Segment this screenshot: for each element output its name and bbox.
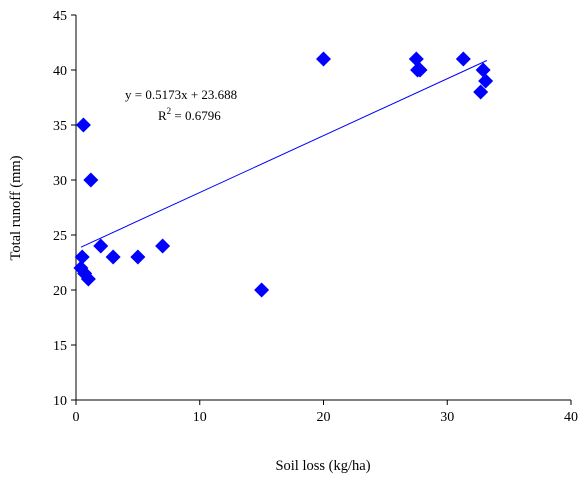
y-tick-label: 45 — [53, 9, 67, 24]
x-tick-label: 30 — [440, 410, 454, 425]
axes — [75, 15, 571, 401]
x-axis-title: Soil loss (kg/ha) — [275, 458, 370, 474]
y-axis-title: Total runoff (mm) — [8, 155, 24, 260]
y-tick-label: 30 — [53, 174, 67, 189]
trendline-equation: y = 0.5173x + 23.688 — [125, 87, 237, 102]
y-tick-label: 25 — [53, 229, 67, 244]
x-tick-label: 20 — [317, 410, 331, 425]
data-point — [75, 117, 91, 133]
data-point — [254, 282, 270, 298]
y-tick-label: 10 — [53, 394, 67, 409]
data-point — [155, 238, 171, 254]
y-tick-label: 40 — [53, 64, 67, 79]
y-tick-label: 15 — [53, 339, 67, 354]
data-points — [73, 51, 494, 298]
y-tick-label: 35 — [53, 119, 67, 134]
data-point — [77, 266, 93, 281]
y-tick-label: 20 — [53, 284, 67, 299]
data-point — [478, 73, 494, 89]
x-tick-label: 0 — [73, 410, 80, 425]
data-point — [74, 249, 90, 265]
data-point — [473, 84, 489, 100]
data-point — [475, 62, 491, 78]
data-point — [105, 249, 121, 265]
data-point — [412, 62, 428, 78]
data-point — [455, 51, 471, 67]
x-tick-label: 10 — [193, 410, 207, 425]
tick-labels: 10 15 20 25 30 35 40 45 0 10 20 30 40 — [53, 9, 578, 425]
data-point — [83, 172, 99, 188]
data-point — [316, 51, 331, 67]
data-point — [130, 249, 146, 265]
data-point — [93, 238, 109, 254]
trendline — [80, 60, 488, 248]
r-squared-label: R2 = 0.6796 — [158, 106, 221, 123]
x-tick-label: 40 — [564, 410, 578, 425]
